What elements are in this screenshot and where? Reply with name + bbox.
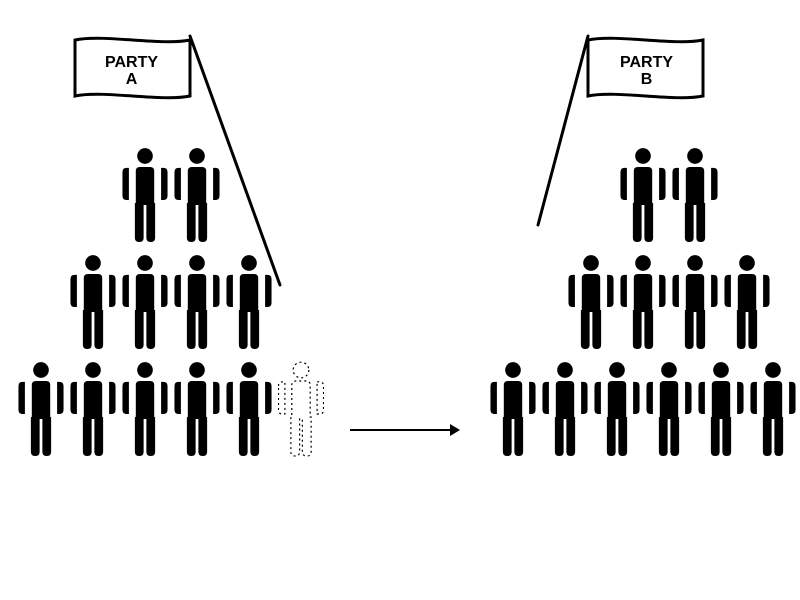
diagram-stage: PARTY A xyxy=(0,0,800,600)
